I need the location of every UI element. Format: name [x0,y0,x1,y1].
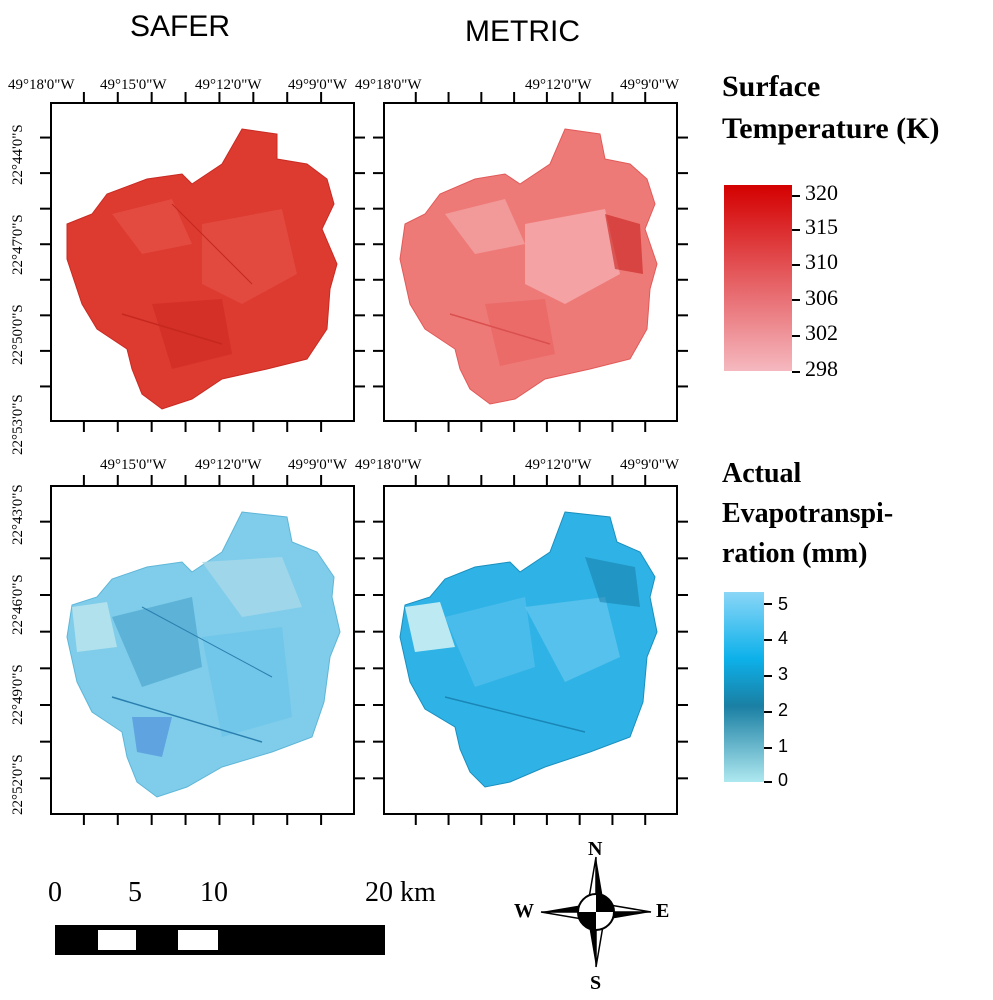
temperature-color-bar [724,185,792,371]
scale-label: 5 [128,877,142,908]
et-legend-tick: 1 [778,736,789,756]
compass-east-label: E [656,900,670,922]
safer-et-map-frame [50,485,355,815]
metric-title: METRIC [465,15,580,48]
et-legend-tick: 2 [778,700,789,720]
et-color-bar [724,592,764,782]
temperature-legend-tick: 310 [805,249,838,274]
safer-temperature-map-frame [50,102,355,422]
safer-et-map [66,511,341,798]
scale-label: 20 km [365,877,436,908]
bottom-metric-lon-label: 49°18'0"W [355,457,422,473]
compass-west-label: W [514,900,534,922]
top-metric-lon-label: 49°12'0"W [525,77,592,93]
bottom-metric-lon-label: 49°12'0"W [525,457,592,473]
compass-north-label: N [588,838,603,860]
metric-et-map [399,511,658,788]
temperature-legend-tick: 306 [805,285,838,310]
et-legend-tick: 4 [778,628,789,648]
temperature-legend-title-line1: Surface [722,70,821,103]
compass-south-label: S [590,972,602,994]
top-safer-lon-label: 49°15'0"W [100,77,167,93]
scale-label: 10 [200,877,228,908]
temperature-legend-title-line2: Temperature (K) [722,112,940,145]
top-safer-lon-label: 49°12'0"W [195,77,262,93]
temperature-legend-tick: 302 [805,320,838,345]
top-safer-lon-label: 49°9'0"W [288,77,347,93]
temperature-legend-tick: 315 [805,214,838,239]
et-legend-tick: 3 [778,664,789,684]
metric-et-map-frame [383,485,678,815]
bottom-safer-lon-label: 49°9'0"W [288,457,347,473]
bottom-safer-lon-label: 49°12'0"W [195,457,262,473]
et-legend-title-line2: Evapotranspi- [722,498,894,529]
top-metric-lon-label: 49°18'0"W [355,77,422,93]
et-legend-tick: 5 [778,594,789,614]
top-safer-lon-label: 49°18'0"W [8,77,75,93]
metric-temperature-map-frame [383,102,678,422]
temperature-legend-tick: 298 [805,356,838,381]
bottom-metric-lon-label: 49°9'0"W [620,457,679,473]
metric-temperature-map [399,128,658,405]
top-metric-lon-label: 49°9'0"W [620,77,679,93]
bottom-safer-lon-label: 49°15'0"W [100,457,167,473]
et-legend-tick: 0 [778,770,789,790]
et-legend-title-line1: Actual [722,458,802,489]
scale-label: 0 [48,877,62,908]
temperature-legend-tick: 320 [805,180,838,205]
safer-title: SAFER [130,10,231,43]
et-legend-title-line3: ration (mm) [722,538,868,569]
safer-temperature-map [66,128,338,410]
